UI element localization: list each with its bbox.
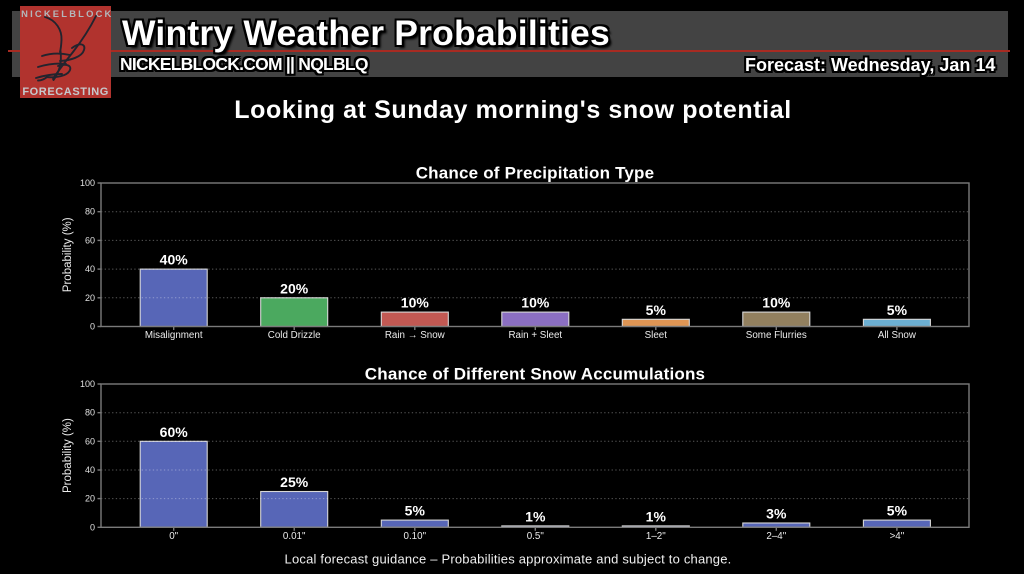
svg-text:Misalignment: Misalignment [145, 330, 203, 341]
svg-text:Chance of Precipitation Type: Chance of Precipitation Type [416, 163, 655, 182]
svg-text:0.5": 0.5" [527, 531, 545, 542]
svg-text:10%: 10% [521, 295, 550, 311]
svg-text:Probability (%): Probability (%) [62, 217, 74, 292]
svg-text:5%: 5% [646, 302, 667, 318]
svg-text:>4": >4" [890, 531, 905, 542]
svg-text:5%: 5% [405, 503, 426, 519]
svg-text:60%: 60% [160, 424, 189, 440]
svg-text:60: 60 [85, 235, 95, 245]
svg-text:All Snow: All Snow [878, 330, 917, 341]
svg-text:Chance of Different Snow Accum: Chance of Different Snow Accumulations [365, 364, 705, 383]
svg-text:Local forecast guidance – Prob: Local forecast guidance – Probabilities … [285, 552, 732, 567]
svg-text:0: 0 [90, 322, 95, 332]
svg-text:40: 40 [85, 264, 95, 274]
svg-text:10%: 10% [762, 295, 791, 311]
svg-text:5%: 5% [887, 503, 908, 519]
svg-text:0: 0 [90, 522, 95, 532]
svg-text:80: 80 [85, 408, 95, 418]
svg-text:5%: 5% [887, 302, 908, 318]
svg-text:100: 100 [80, 178, 95, 188]
svg-text:Cold Drizzle: Cold Drizzle [268, 330, 321, 341]
svg-text:20%: 20% [280, 280, 309, 296]
svg-text:Rain → Snow: Rain → Snow [385, 330, 446, 341]
svg-text:3%: 3% [766, 506, 787, 522]
svg-text:Some Flurries: Some Flurries [746, 330, 807, 341]
svg-text:Rain + Sleet: Rain + Sleet [508, 330, 562, 341]
svg-text:20: 20 [85, 494, 95, 504]
svg-text:20: 20 [85, 293, 95, 303]
svg-text:60: 60 [85, 436, 95, 446]
svg-text:0.10": 0.10" [404, 531, 427, 542]
svg-text:100: 100 [80, 379, 95, 389]
svg-text:0": 0" [169, 531, 178, 542]
svg-text:10%: 10% [401, 295, 430, 311]
svg-text:1%: 1% [646, 508, 667, 524]
svg-text:1–2": 1–2" [646, 531, 666, 542]
svg-text:25%: 25% [280, 474, 309, 490]
svg-text:40%: 40% [160, 252, 189, 268]
svg-text:40: 40 [85, 465, 95, 475]
svg-text:Probability (%): Probability (%) [62, 418, 74, 493]
svg-text:Sleet: Sleet [645, 330, 668, 341]
svg-text:0.01": 0.01" [283, 531, 306, 542]
svg-text:2–4": 2–4" [766, 531, 786, 542]
svg-text:80: 80 [85, 207, 95, 217]
svg-text:1%: 1% [525, 508, 546, 524]
